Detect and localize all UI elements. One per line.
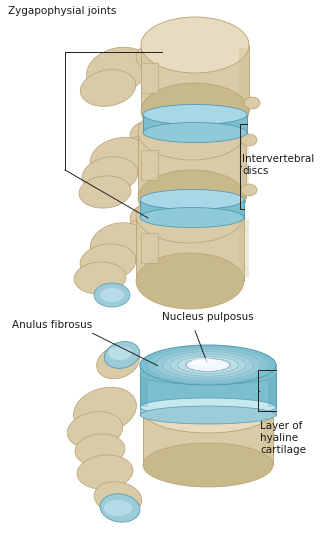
Ellipse shape bbox=[130, 204, 166, 232]
Ellipse shape bbox=[104, 500, 132, 516]
Ellipse shape bbox=[74, 387, 136, 433]
Polygon shape bbox=[140, 407, 276, 415]
Ellipse shape bbox=[153, 105, 227, 119]
Polygon shape bbox=[136, 215, 244, 281]
Ellipse shape bbox=[140, 190, 244, 209]
Ellipse shape bbox=[138, 104, 246, 160]
Ellipse shape bbox=[186, 359, 230, 372]
Ellipse shape bbox=[193, 360, 223, 369]
Ellipse shape bbox=[241, 184, 257, 196]
Polygon shape bbox=[141, 45, 249, 111]
Ellipse shape bbox=[82, 157, 138, 193]
Ellipse shape bbox=[138, 170, 246, 226]
Ellipse shape bbox=[200, 363, 215, 367]
Ellipse shape bbox=[141, 17, 249, 73]
Polygon shape bbox=[263, 414, 273, 462]
Ellipse shape bbox=[75, 434, 125, 466]
Ellipse shape bbox=[148, 18, 232, 66]
Ellipse shape bbox=[170, 354, 246, 376]
Polygon shape bbox=[138, 132, 246, 198]
Ellipse shape bbox=[140, 406, 276, 424]
Ellipse shape bbox=[178, 356, 238, 374]
Text: Intervertebral
discs: Intervertebral discs bbox=[242, 154, 314, 176]
Polygon shape bbox=[239, 48, 249, 108]
Text: Anulus fibrosus: Anulus fibrosus bbox=[12, 320, 92, 330]
Ellipse shape bbox=[140, 208, 244, 228]
Ellipse shape bbox=[136, 45, 168, 71]
Ellipse shape bbox=[104, 341, 140, 368]
Ellipse shape bbox=[244, 97, 260, 109]
Ellipse shape bbox=[143, 104, 247, 124]
Ellipse shape bbox=[140, 365, 276, 384]
Polygon shape bbox=[239, 218, 249, 278]
Ellipse shape bbox=[136, 187, 244, 243]
Ellipse shape bbox=[155, 349, 261, 381]
Polygon shape bbox=[141, 63, 158, 93]
Polygon shape bbox=[140, 200, 244, 218]
Ellipse shape bbox=[140, 355, 276, 374]
Ellipse shape bbox=[79, 176, 131, 208]
Ellipse shape bbox=[77, 455, 133, 489]
Polygon shape bbox=[140, 370, 276, 407]
Ellipse shape bbox=[147, 347, 268, 383]
Ellipse shape bbox=[150, 190, 224, 204]
Ellipse shape bbox=[108, 346, 132, 360]
Ellipse shape bbox=[150, 45, 170, 55]
Polygon shape bbox=[143, 114, 247, 132]
Ellipse shape bbox=[185, 358, 231, 372]
Ellipse shape bbox=[141, 83, 249, 139]
Ellipse shape bbox=[94, 283, 130, 307]
Ellipse shape bbox=[80, 70, 136, 107]
Ellipse shape bbox=[140, 398, 276, 416]
Ellipse shape bbox=[94, 482, 142, 514]
Polygon shape bbox=[141, 150, 158, 180]
Ellipse shape bbox=[86, 47, 149, 93]
Ellipse shape bbox=[74, 262, 126, 294]
Ellipse shape bbox=[140, 345, 276, 385]
Polygon shape bbox=[143, 418, 168, 458]
Ellipse shape bbox=[191, 358, 217, 366]
Ellipse shape bbox=[90, 223, 150, 267]
Text: Layer of
hyaline
cartilage: Layer of hyaline cartilage bbox=[260, 421, 306, 455]
Ellipse shape bbox=[96, 345, 139, 379]
Polygon shape bbox=[140, 365, 276, 375]
Polygon shape bbox=[141, 233, 158, 263]
Ellipse shape bbox=[100, 494, 140, 522]
Ellipse shape bbox=[67, 412, 123, 449]
Ellipse shape bbox=[148, 43, 176, 61]
Polygon shape bbox=[140, 370, 148, 407]
Ellipse shape bbox=[163, 352, 253, 378]
Ellipse shape bbox=[143, 443, 273, 487]
Polygon shape bbox=[143, 411, 273, 465]
Ellipse shape bbox=[90, 137, 150, 179]
Text: Zygapophysial joints: Zygapophysial joints bbox=[8, 6, 116, 16]
Ellipse shape bbox=[130, 121, 166, 149]
Ellipse shape bbox=[80, 244, 136, 280]
Ellipse shape bbox=[241, 134, 257, 146]
Ellipse shape bbox=[143, 123, 247, 142]
Ellipse shape bbox=[124, 220, 156, 244]
Ellipse shape bbox=[100, 288, 124, 302]
Ellipse shape bbox=[143, 389, 273, 433]
Text: Nucleus pulposus: Nucleus pulposus bbox=[162, 312, 254, 322]
Polygon shape bbox=[239, 135, 249, 195]
Ellipse shape bbox=[124, 136, 156, 160]
Ellipse shape bbox=[136, 253, 244, 309]
Polygon shape bbox=[268, 370, 276, 407]
